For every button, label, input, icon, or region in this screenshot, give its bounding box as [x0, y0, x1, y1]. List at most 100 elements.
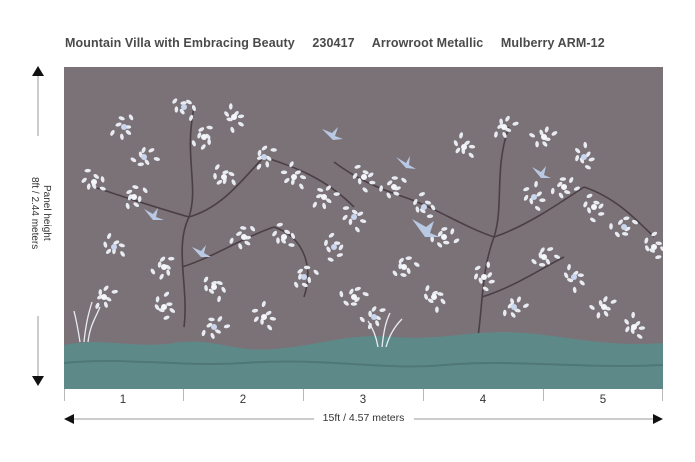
leaf: [163, 315, 170, 320]
leaf: [551, 131, 558, 136]
leaf: [579, 280, 585, 286]
leaf: [250, 225, 256, 232]
leaf: [159, 273, 164, 280]
leaf: [538, 262, 546, 267]
leaf: [507, 303, 513, 309]
pattern-name: Mountain Villa with Embracing Beauty: [65, 36, 295, 50]
leaf: [625, 326, 630, 333]
leaf: [342, 206, 350, 210]
leaf: [430, 204, 436, 211]
leaf: [210, 332, 215, 339]
leaf: [105, 296, 112, 302]
leaf: [588, 157, 595, 162]
leaf: [166, 269, 171, 276]
leaf: [298, 273, 302, 280]
leaf: [368, 310, 372, 318]
leaf: [272, 230, 278, 237]
leaf: [141, 146, 146, 154]
leaf: [415, 206, 420, 213]
blossom: [601, 304, 607, 310]
leaf: [371, 306, 377, 312]
leaf: [118, 116, 125, 121]
leaf: [288, 243, 295, 247]
leaf: [557, 181, 563, 187]
leaf: [230, 126, 235, 133]
leaf: [159, 256, 166, 262]
leaf: [348, 218, 353, 226]
leaf: [545, 258, 550, 265]
leaf: [478, 277, 483, 284]
blossom: [91, 179, 97, 185]
leaf: [265, 161, 270, 168]
leaf: [228, 103, 233, 110]
blossom: [211, 284, 217, 290]
leaf: [130, 157, 137, 163]
blossom: [391, 184, 397, 190]
pattern-material: Arrowroot Metallic: [371, 36, 484, 50]
leaf: [221, 286, 226, 293]
blossom: [621, 224, 627, 230]
leaf: [137, 162, 144, 167]
leaf: [197, 132, 202, 139]
bird: [144, 208, 164, 220]
bird: [532, 166, 551, 178]
leaf: [426, 214, 434, 219]
leaf: [322, 202, 327, 210]
leaf: [328, 232, 335, 238]
leaf: [103, 285, 109, 291]
leaf: [505, 115, 510, 122]
leaf: [362, 187, 368, 193]
leaf: [550, 187, 555, 195]
leaf: [265, 310, 272, 316]
leaf: [103, 301, 108, 308]
leaf: [205, 133, 211, 140]
blossom: [351, 294, 357, 300]
leaf: [166, 302, 173, 306]
leaf: [474, 265, 481, 271]
leaf: [257, 149, 262, 157]
pattern-code: 230417: [312, 36, 355, 50]
blossom: [511, 304, 517, 310]
blossom: [501, 124, 507, 130]
leaf: [169, 308, 176, 313]
leaf: [270, 148, 277, 152]
leaf: [342, 214, 348, 221]
blossom: [131, 194, 137, 200]
leaf: [440, 298, 446, 305]
leaf: [401, 177, 407, 183]
leaf: [326, 246, 331, 253]
leaf: [468, 144, 476, 149]
leaf: [133, 202, 140, 208]
leaf: [558, 192, 564, 199]
leaf: [157, 261, 162, 268]
leaf: [529, 133, 536, 138]
leaf: [103, 241, 108, 248]
leaf: [523, 194, 529, 201]
leaf: [294, 170, 301, 175]
blossom: [541, 134, 547, 140]
panel-height-text: Panel height: [41, 185, 52, 241]
leaf: [584, 165, 591, 170]
leaf: [276, 237, 280, 244]
blossom: [221, 174, 227, 180]
leaf: [198, 127, 205, 132]
leaf: [325, 198, 332, 204]
leaf: [280, 170, 288, 175]
leaf: [455, 147, 461, 154]
leaf: [354, 297, 360, 303]
leaf: [413, 262, 420, 267]
leaf: [238, 243, 243, 250]
blossom: [481, 274, 487, 280]
leaf: [598, 203, 604, 209]
leaf: [505, 127, 512, 132]
blossom: [441, 234, 447, 240]
leaf: [424, 200, 432, 205]
leaf: [644, 237, 649, 244]
leaf: [338, 244, 344, 251]
leaf: [339, 290, 344, 298]
panel-number: 3: [359, 394, 367, 406]
leaf: [367, 172, 374, 178]
leaf: [575, 148, 581, 154]
leaf: [191, 140, 196, 147]
leaf: [244, 240, 251, 246]
